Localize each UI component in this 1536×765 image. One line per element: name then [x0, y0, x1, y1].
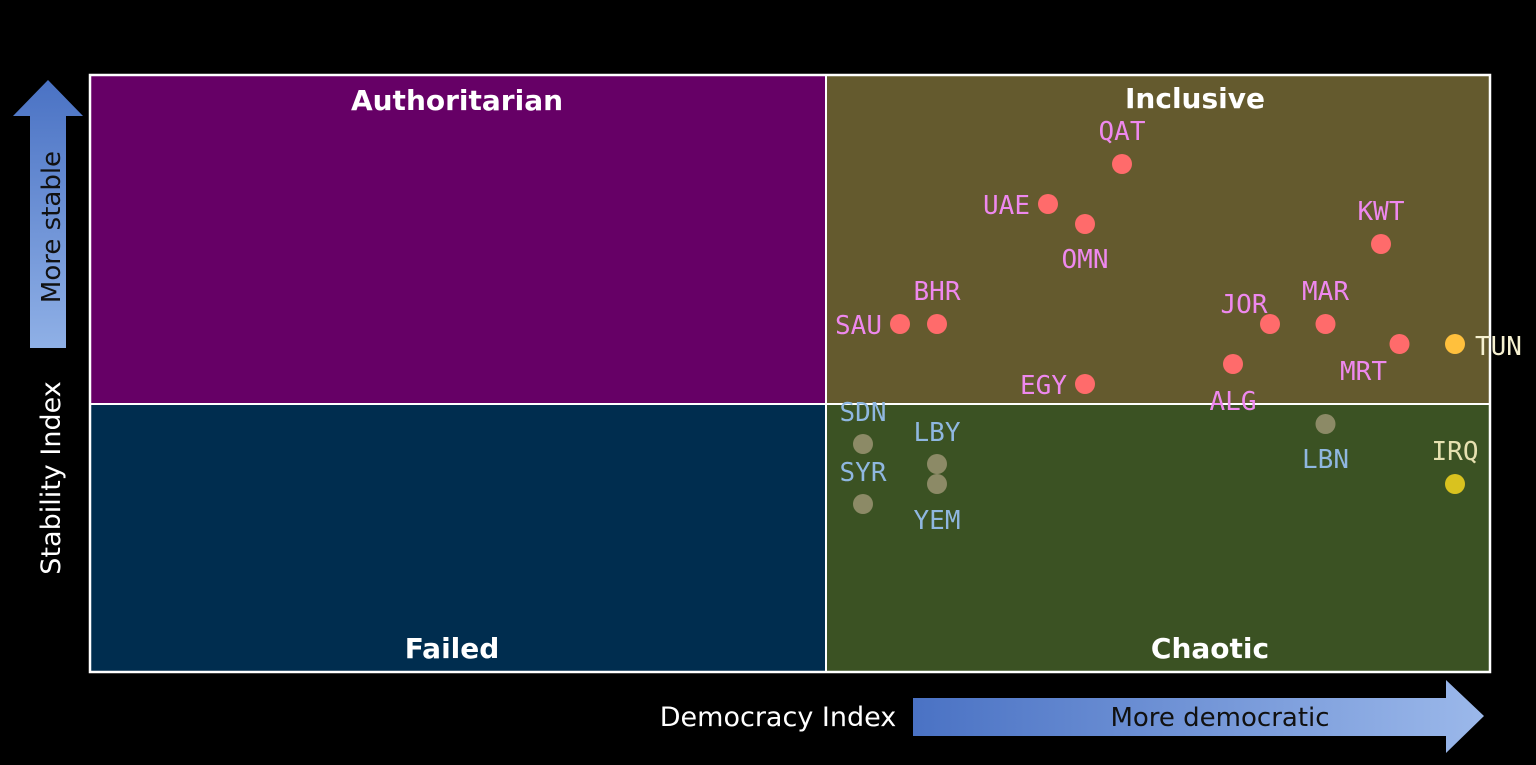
label-sau: SAU — [835, 311, 882, 341]
quadrant-chaotic — [826, 404, 1490, 672]
label-yem: YEM — [914, 506, 961, 536]
label-egy: EGY — [1020, 371, 1067, 401]
label-mrt: MRT — [1340, 357, 1387, 387]
label-tun-24: TUN '24 — [1475, 332, 1536, 362]
point-irq — [1445, 474, 1465, 494]
label-lbn: LBN — [1302, 445, 1349, 475]
quadrant-failed — [90, 404, 826, 672]
point-lby — [927, 454, 947, 474]
up-arrow-shape — [13, 80, 83, 348]
label-jor: JOR — [1221, 290, 1268, 320]
point-mar — [1315, 314, 1336, 334]
point-jor — [1260, 314, 1280, 334]
point-omn — [1075, 214, 1095, 234]
label-irq: IRQ — [1432, 437, 1479, 467]
label-lby: LBY — [914, 418, 961, 448]
label-sdn: SDN — [840, 398, 887, 428]
point-uae — [1038, 194, 1058, 214]
plot-border — [88, 73, 1492, 674]
point-kwt — [1371, 234, 1391, 254]
x-axis-title: Democracy Index — [660, 702, 896, 733]
point-sdn — [853, 434, 873, 454]
point-yem — [927, 474, 947, 494]
label-bhr: BHR — [914, 277, 961, 307]
label-mar: MAR — [1302, 277, 1349, 307]
point-syr — [853, 494, 873, 514]
y-arrow-label: More stable — [37, 151, 67, 303]
quadrant-title-inclusive: Inclusive — [1125, 82, 1265, 115]
quadrant-inclusive — [826, 75, 1490, 404]
x-arrow-label: More democratic — [1110, 703, 1329, 733]
point-qat — [1112, 154, 1132, 174]
x-axis-arrow: More democratic — [913, 680, 1484, 753]
point-tun-24 — [1445, 334, 1465, 354]
point-bhr — [927, 314, 947, 334]
label-uae: UAE — [983, 191, 1030, 221]
quadrant-title-authoritarian: Authoritarian — [351, 84, 563, 117]
quadrant-title-failed: Failed — [405, 632, 500, 665]
y-axis-arrow: More stable — [13, 80, 83, 348]
point-sau — [890, 314, 910, 334]
label-alg: ALG — [1210, 387, 1257, 417]
quadrant-title-chaotic: Chaotic — [1151, 632, 1269, 665]
quadrant-layer — [90, 75, 1490, 672]
y-axis-title: Stability Index — [36, 381, 67, 574]
label-kwt: KWT — [1358, 197, 1405, 227]
label-omn: OMN — [1062, 245, 1109, 275]
point-mrt — [1389, 334, 1410, 354]
point-alg — [1223, 354, 1243, 374]
point-lbn — [1315, 414, 1336, 434]
right-arrow-shape — [913, 680, 1484, 753]
quadrant-authoritarian — [90, 75, 826, 404]
points-layer: QAT UAE OMN KWT SAU BHR JOR MAR MRT ALG EGY LBN SDN L… — [835, 117, 1536, 536]
label-syr: SYR — [840, 458, 887, 488]
point-egy — [1075, 374, 1095, 394]
label-qat: QAT — [1099, 117, 1146, 147]
